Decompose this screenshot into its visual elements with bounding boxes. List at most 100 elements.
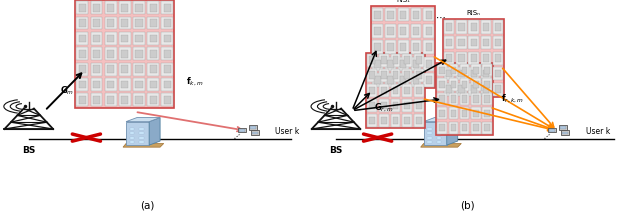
Bar [119,93,131,106]
Bar [561,126,566,129]
Bar [369,101,375,109]
Bar [404,117,410,124]
Bar [458,39,465,46]
Bar [369,86,375,94]
Bar [107,19,114,27]
Bar [426,60,432,68]
Bar [107,4,114,12]
Bar [483,93,492,105]
Bar [136,35,143,42]
Bar [76,78,88,91]
Bar [483,23,489,31]
Bar [404,57,410,64]
Bar [161,17,173,29]
Bar [136,19,143,27]
Bar [471,93,481,105]
Bar [147,63,159,75]
Bar [133,1,145,14]
Bar [150,50,157,58]
Bar [119,32,131,45]
Bar [416,57,422,64]
Bar [121,81,129,88]
Bar [449,122,458,134]
Bar [140,137,143,139]
Bar [411,73,421,87]
Bar [385,24,396,38]
Bar [451,81,456,88]
Bar [446,85,452,93]
Bar [140,132,143,134]
Bar [495,54,501,62]
Bar [416,71,422,79]
Bar [387,43,394,51]
Polygon shape [126,118,160,122]
Bar [561,131,569,135]
Bar [161,32,173,45]
Bar [416,86,422,94]
Bar [381,101,387,109]
Bar [483,107,492,119]
Bar [374,43,381,51]
Bar [79,4,86,12]
Bar [164,65,171,73]
Bar [414,84,424,97]
Bar [444,20,454,34]
Bar [93,19,100,27]
Bar [374,60,381,68]
Bar [93,96,100,104]
Bar [392,86,399,94]
Bar [136,65,143,73]
Bar [161,63,173,75]
Bar [471,64,481,76]
Bar [105,1,116,14]
Bar [369,117,375,124]
Bar [484,110,490,117]
Bar [451,124,456,131]
Bar [437,78,447,91]
Bar [150,35,157,42]
Bar [76,63,88,75]
Bar [449,64,458,76]
Bar [130,127,134,130]
Bar [136,50,143,58]
Bar [483,85,489,93]
Bar [413,60,419,68]
Bar [164,81,171,88]
Bar [387,60,394,68]
Bar [390,84,401,97]
Bar [76,17,88,29]
Bar [481,83,491,96]
Bar [105,47,116,60]
Bar [483,64,492,76]
Bar [390,99,401,112]
Bar [481,67,491,80]
Bar [493,67,503,80]
Bar [147,32,159,45]
Bar [484,95,490,103]
Bar [76,32,88,45]
Bar [147,93,159,106]
Bar [398,73,408,87]
Bar [79,35,86,42]
Bar [400,76,406,84]
Bar [495,23,501,31]
Bar [426,11,432,19]
Bar [79,50,86,58]
Bar [107,35,114,42]
Bar [147,17,159,29]
Bar [390,69,401,81]
Bar [369,57,375,64]
Bar [130,137,134,139]
Bar [105,93,116,106]
Bar [403,69,412,81]
Text: (b): (b) [460,201,474,211]
Text: BS: BS [330,146,342,155]
Bar [400,11,406,19]
Bar [484,66,490,74]
Bar [411,57,421,71]
Bar [398,57,408,71]
Bar [119,1,131,14]
Bar [468,52,479,64]
Bar [147,1,159,14]
Text: User k: User k [275,127,300,136]
